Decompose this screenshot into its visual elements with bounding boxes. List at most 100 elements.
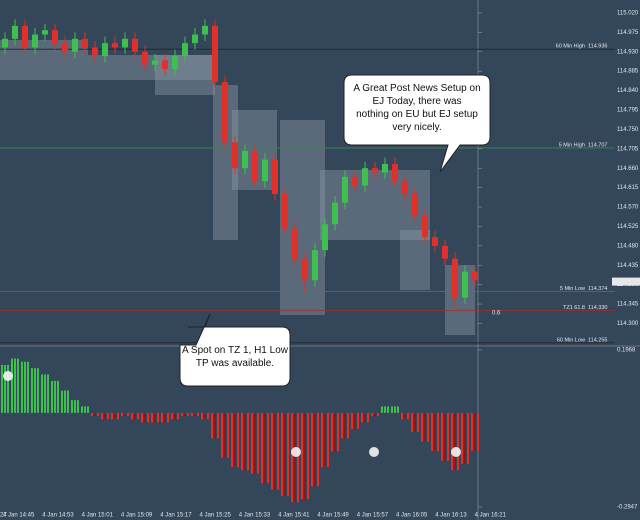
- osc-bar: [397, 406, 399, 413]
- osc-bar: [464, 412, 466, 464]
- candle-body: [342, 176, 348, 203]
- osc-bar: [371, 412, 373, 417]
- candle-body: [462, 271, 468, 298]
- osc-bar: [324, 412, 326, 468]
- osc-bar: [401, 412, 403, 420]
- osc-bar: [311, 412, 313, 487]
- osc-bar: [417, 412, 419, 433]
- osc-bar: [144, 412, 146, 423]
- osc-marker: [369, 447, 379, 457]
- osc-bar: [364, 412, 366, 423]
- level-name: 60 Min Low: [557, 337, 585, 343]
- y-tick-label: 114.570: [617, 205, 639, 211]
- callout-text: A Spot on TZ 1, H1 Low TP was available.: [182, 345, 289, 369]
- osc-bar: [264, 412, 266, 484]
- osc-bar: [224, 412, 226, 458]
- candle-body: [202, 25, 208, 35]
- callout-text: A Great Post News Setup on EJ Today, ther…: [353, 83, 480, 133]
- osc-bar: [414, 412, 416, 433]
- candle-body: [32, 34, 38, 48]
- osc-marker-label: 3: [6, 374, 10, 380]
- osc-bar: [374, 412, 376, 417]
- osc-bar: [314, 412, 316, 487]
- osc-bar: [37, 368, 39, 413]
- candle-body: [332, 202, 338, 225]
- x-tick-label: 4 Jan 15:01: [82, 513, 114, 519]
- level-value: 114.936: [588, 44, 607, 50]
- osc-bar: [351, 412, 353, 429]
- osc-bar: [287, 412, 289, 496]
- candle-body: [132, 38, 138, 52]
- osc-bar: [114, 412, 116, 420]
- osc-bar: [161, 412, 163, 423]
- osc-bar: [434, 412, 436, 452]
- candle-body: [52, 30, 58, 44]
- osc-bar: [391, 406, 393, 413]
- osc-bar: [444, 412, 446, 461]
- osc-bar: [17, 358, 19, 413]
- osc-bar: [411, 412, 413, 433]
- x-tick-label: 27: [0, 513, 7, 519]
- osc-bar: [181, 412, 183, 417]
- osc-bar: [137, 412, 139, 420]
- osc-bar: [1, 364, 3, 413]
- osc-tick-label: 0.1968: [617, 348, 636, 354]
- osc-bar: [431, 412, 433, 452]
- osc-bar: [201, 412, 203, 420]
- osc-bar: [337, 412, 339, 452]
- candle-body: [282, 194, 288, 229]
- y-tick-label: 114.345: [617, 302, 639, 308]
- osc-bar: [247, 412, 249, 471]
- osc-bar: [297, 412, 299, 503]
- candle-body: [222, 81, 228, 143]
- osc-bar: [21, 361, 23, 413]
- osc-bar: [117, 412, 119, 420]
- level-value: 114.255: [588, 337, 607, 343]
- candle-body: [12, 25, 18, 39]
- osc-bar: [281, 412, 283, 496]
- osc-marker: [451, 447, 461, 457]
- candle-body: [382, 163, 388, 173]
- osc-bar: [227, 412, 229, 458]
- candle-body: [62, 43, 68, 52]
- y-tick-label: 114.750: [617, 127, 639, 133]
- osc-bar: [57, 380, 59, 413]
- osc-bar: [354, 412, 356, 429]
- candle-body: [242, 150, 248, 169]
- candle-body: [452, 258, 458, 298]
- osc-bar: [407, 412, 409, 420]
- osc-bar: [131, 412, 133, 420]
- y-tick-label: 114.660: [617, 166, 639, 172]
- osc-bar: [111, 412, 113, 420]
- osc-bar: [84, 406, 86, 413]
- x-tick-label: 4 Jan 15:57: [357, 513, 389, 519]
- osc-bar: [51, 380, 53, 413]
- osc-bar: [184, 412, 186, 417]
- osc-bar: [291, 412, 293, 503]
- osc-bar: [61, 390, 63, 413]
- osc-bar: [194, 412, 196, 417]
- x-tick-label: 4 Jan 16:13: [435, 513, 467, 519]
- osc-bar: [214, 412, 216, 439]
- osc-bar: [241, 412, 243, 471]
- osc-bar: [261, 412, 263, 484]
- candle-body: [2, 38, 8, 48]
- osc-bar: [124, 412, 126, 417]
- osc-bar: [121, 412, 123, 417]
- osc-bar: [244, 412, 246, 471]
- osc-bar: [347, 412, 349, 439]
- osc-bar: [11, 358, 13, 413]
- osc-bar: [74, 400, 76, 413]
- osc-bar: [174, 412, 176, 420]
- osc-bar: [64, 390, 66, 413]
- candle-body: [292, 228, 298, 259]
- candle-body: [442, 245, 448, 259]
- osc-bar: [267, 412, 269, 484]
- osc-bar: [271, 412, 273, 490]
- osc-bar: [67, 390, 69, 413]
- x-tick-label: 4 Jan 15:41: [278, 513, 310, 519]
- x-tick-label: 4 Jan 14:45: [3, 513, 35, 519]
- osc-bar: [341, 412, 343, 439]
- candle-body: [122, 38, 128, 48]
- y-tick-label: 114.975: [617, 30, 639, 36]
